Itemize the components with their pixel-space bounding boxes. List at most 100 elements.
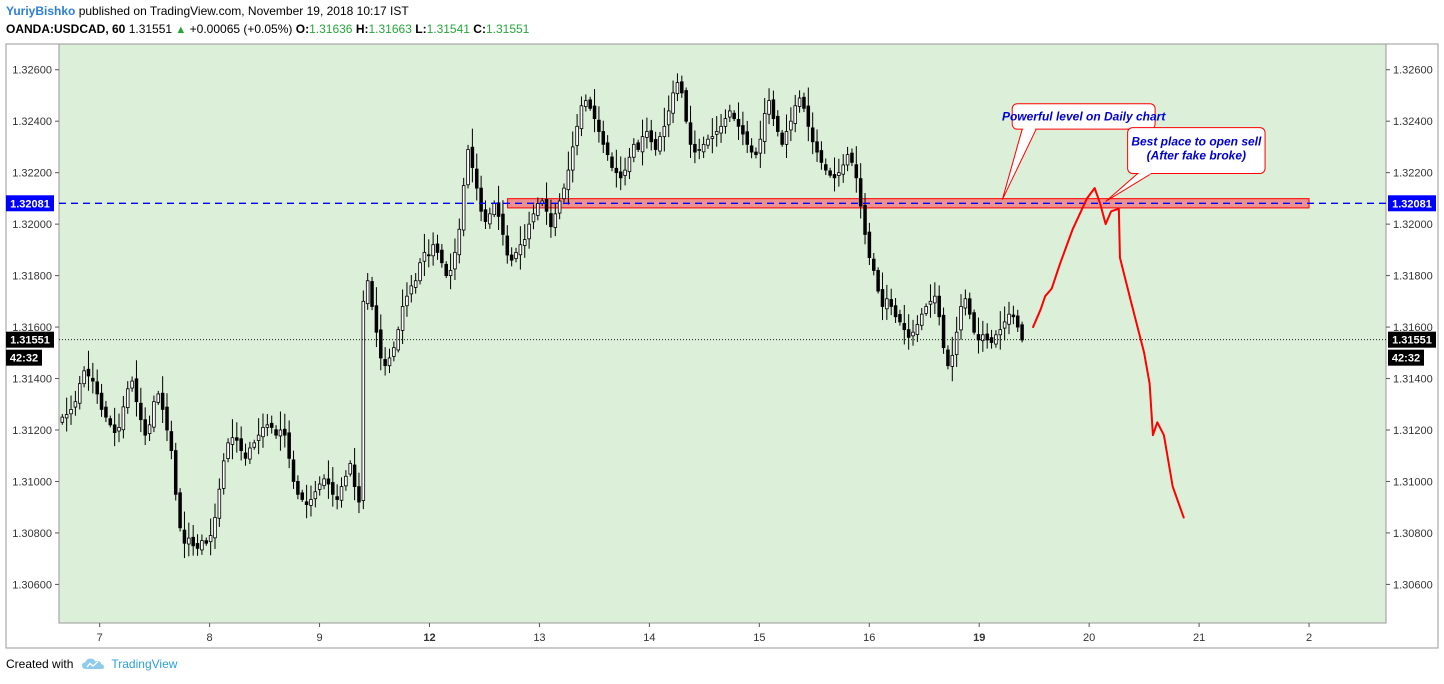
candle-body (331, 482, 335, 495)
candle-body (762, 113, 767, 142)
candle-body (348, 463, 352, 475)
candle-body (946, 349, 950, 367)
candle-body (771, 99, 776, 120)
y-tick-label: 1.31800 (1393, 271, 1433, 283)
candle-body (618, 171, 623, 179)
candle-body (745, 131, 749, 145)
candle-body (933, 295, 937, 304)
candle-body (701, 143, 706, 153)
candle-body (213, 517, 217, 539)
candle-body (143, 419, 147, 436)
y-axis-right[interactable]: 1.30600 1.30800 1.31000 1.31200 1.31400 1.316… (1386, 65, 1433, 592)
candle-body (544, 199, 549, 212)
candle-body (365, 280, 370, 305)
candle-body (854, 164, 859, 179)
candle-body (688, 122, 693, 145)
candle-body (954, 331, 959, 356)
close-value: 1.31551 (485, 22, 530, 36)
candle-body (653, 139, 658, 150)
candle-body (719, 125, 723, 134)
candle-body (867, 231, 872, 258)
countdown-badge-right-bg (1388, 349, 1424, 366)
candle-body (435, 243, 440, 253)
candle-body (139, 402, 143, 421)
candle-body (156, 393, 161, 403)
candle-body (505, 235, 510, 256)
published-text: published on TradingView.com, November 1… (78, 4, 409, 18)
candle-body (632, 143, 636, 158)
candle-body (470, 146, 475, 168)
annotations[interactable]: Powerful level on Daily chart Best place … (1001, 103, 1266, 202)
candle-body (906, 329, 911, 338)
candle-body (789, 120, 793, 131)
y-axis-left[interactable]: 1.30600 1.30800 1.31000 1.31200 1.31400 1.316… (12, 65, 59, 592)
candle-body (335, 496, 339, 500)
candle-body (828, 170, 832, 176)
y-tick-label: 1.31000 (1393, 476, 1433, 488)
candle-body (863, 204, 867, 235)
author-name[interactable]: YuriyBishko (6, 4, 76, 18)
callout-box (1011, 103, 1156, 130)
candle-body (767, 100, 771, 115)
prediction-path (1032, 187, 1185, 519)
candle-body (579, 105, 584, 130)
candle-body (749, 145, 754, 153)
candle-body (191, 536, 195, 547)
candle-body (806, 105, 811, 127)
candle-body (810, 127, 815, 143)
tradingview-brand[interactable]: TradingView (111, 657, 178, 671)
candle-body (967, 298, 972, 315)
callout-pointer (1001, 128, 1037, 200)
candle-body (130, 380, 134, 389)
candle-body (243, 452, 248, 459)
candle-body (383, 359, 387, 367)
candle-body (880, 289, 885, 307)
candle-body (937, 295, 941, 318)
prediction-drawing[interactable] (1032, 187, 1185, 519)
callout-text: Powerful level on Daily chart (1002, 109, 1166, 123)
last-price-badge-right: 1.31551 (1392, 335, 1432, 347)
candle-body (256, 434, 261, 441)
publish-line: YuriyBishko published on TradingView.com… (6, 4, 409, 18)
y-tick-label: 1.31800 (12, 271, 52, 283)
candle-body (893, 305, 898, 318)
candle-body (252, 442, 257, 448)
x-axis[interactable]: 7 8 9 12 13 14 15 16 19 20 21 2 (97, 623, 1312, 644)
candle-body (1015, 315, 1020, 328)
price-lines (59, 202, 1386, 341)
candle-body (322, 478, 326, 486)
open-label: O: (295, 22, 310, 36)
y-tick-label: 1.30600 (12, 579, 52, 591)
change-value: +0.00065 (+0.05%) (189, 22, 293, 36)
candle-body (169, 431, 174, 451)
price-chart[interactable]: 1.30600 1.30800 1.31000 1.31200 1.31400 1.316… (0, 42, 1444, 654)
candle-body (69, 409, 73, 415)
candle-body (457, 228, 462, 256)
y-tick-label: 1.32400 (12, 116, 52, 128)
candle-body (1007, 313, 1011, 325)
candle-body (754, 151, 758, 156)
candle-body (283, 428, 287, 436)
candle-body (732, 112, 736, 120)
candle-body (453, 252, 457, 270)
level-badge-left: 1.32081 (10, 198, 50, 210)
candle-body (440, 249, 444, 264)
candle-body (1002, 321, 1007, 329)
candle-body (104, 406, 108, 418)
candle-body (662, 125, 667, 138)
level-badge-right: 1.32081 (1392, 198, 1432, 210)
candle-body (230, 437, 235, 445)
candle-body (64, 414, 69, 419)
candle-body (357, 486, 361, 503)
candle-body (261, 427, 265, 438)
candle-body (985, 333, 989, 341)
candle-body (819, 150, 824, 163)
candle-body (837, 172, 841, 176)
created-with-text: Created with (6, 657, 74, 671)
candle-body (165, 406, 169, 431)
candle-body (108, 418, 113, 426)
candle-body (370, 281, 374, 307)
x-tick-label: 7 (97, 632, 103, 644)
candle-body (300, 492, 304, 500)
last-price: 1.31551 (128, 22, 173, 36)
